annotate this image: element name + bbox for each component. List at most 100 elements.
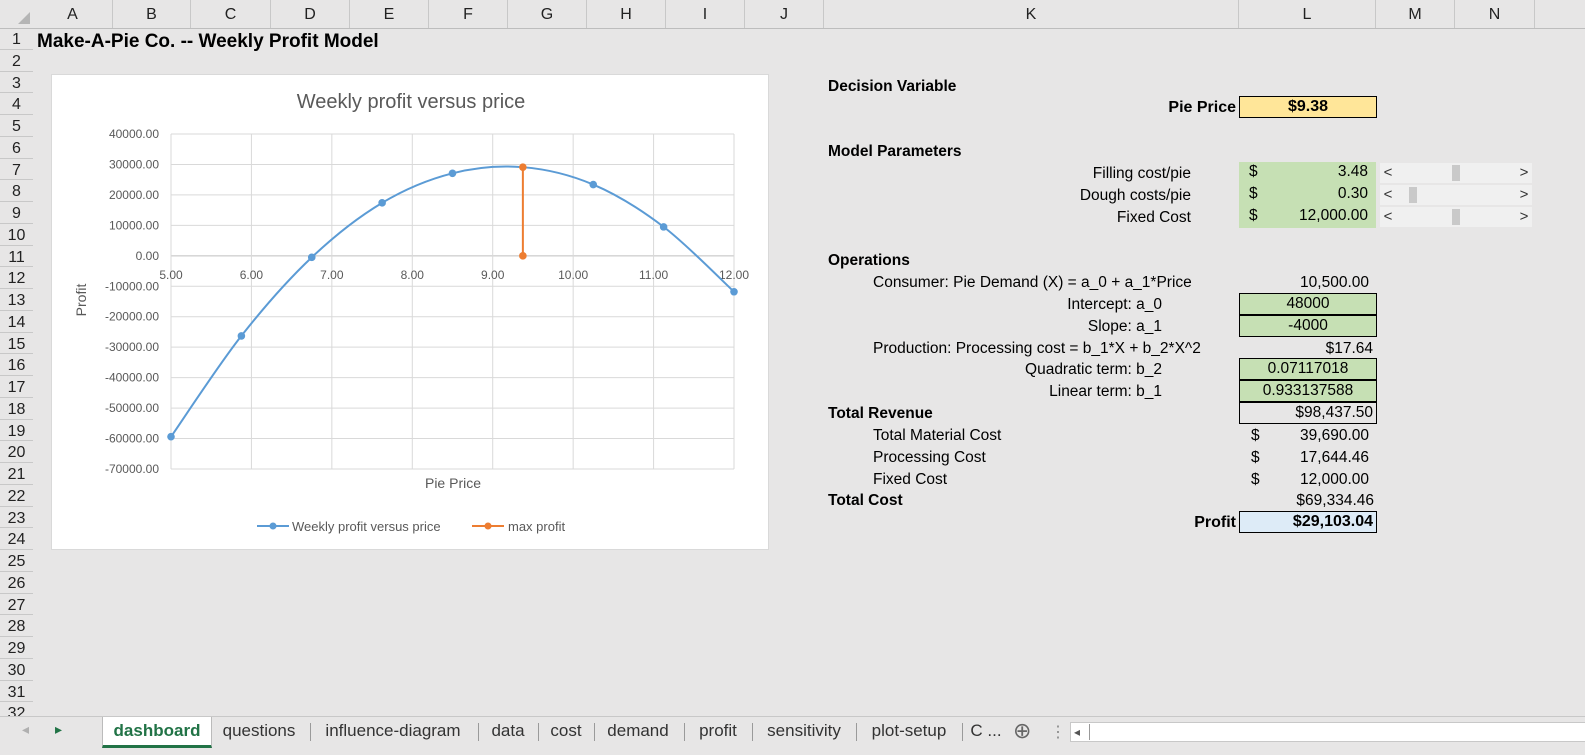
tab-influence-diagram[interactable]: influence-diagram (325, 721, 461, 740)
column-header-j[interactable]: J (745, 0, 824, 28)
sheet-title[interactable]: Make-A-Pie Co. -- Weekly Profit Model (37, 31, 379, 52)
profit-value[interactable]: $29,103.04 (1239, 511, 1377, 533)
pie-price-label[interactable]: Pie Price (1168, 99, 1236, 116)
total-revenue-value[interactable]: $98,437.50 (1239, 402, 1377, 424)
total-material-cost-label[interactable]: Total Material Cost (873, 427, 1002, 444)
row-header-23[interactable]: 23 (0, 507, 33, 529)
column-header-d[interactable]: D (271, 0, 350, 28)
column-header-h[interactable]: H (587, 0, 666, 28)
dough-cost-scrollbar[interactable]: < > (1380, 185, 1532, 205)
tab-more-sheets[interactable]: C ... (970, 721, 1002, 740)
tab-data[interactable]: data (491, 721, 525, 740)
scrollbar-thumb[interactable] (1409, 187, 1418, 203)
scroll-left-icon[interactable]: < (1383, 186, 1393, 203)
more-options-icon[interactable]: ⋮ (1050, 724, 1066, 741)
total-cost-value[interactable]: $69,334.46 (1296, 492, 1374, 509)
row-header-24[interactable]: 24 (0, 528, 33, 550)
row-header-29[interactable]: 29 (0, 637, 33, 659)
fixed-cost-param-label[interactable]: Fixed Cost (1116, 209, 1191, 226)
scroll-left-icon[interactable]: ◂ (1074, 725, 1081, 739)
row-header-1[interactable]: 1 (0, 28, 33, 50)
row-header-5[interactable]: 5 (0, 115, 33, 137)
scrollbar-thumb[interactable] (1452, 209, 1460, 225)
row-header-22[interactable]: 22 (0, 485, 33, 507)
row-header-14[interactable]: 14 (0, 311, 33, 333)
linear-term-input[interactable]: 0.933137588 (1239, 380, 1377, 402)
select-all-corner[interactable] (18, 12, 30, 24)
column-header-c[interactable]: C (191, 0, 271, 28)
row-header-7[interactable]: 7 (0, 159, 33, 181)
scroll-left-icon[interactable]: < (1383, 164, 1393, 181)
row-header-3[interactable]: 3 (0, 72, 33, 94)
total-revenue-label[interactable]: Total Revenue (828, 405, 933, 422)
quadratic-term-label[interactable]: Quadratic term: b_2 (1025, 361, 1162, 378)
tab-plot-setup[interactable]: plot-setup (871, 721, 947, 740)
row-header-30[interactable]: 30 (0, 659, 33, 681)
row-header-28[interactable]: 28 (0, 615, 33, 637)
column-header-f[interactable]: F (429, 0, 508, 28)
row-header-27[interactable]: 27 (0, 594, 33, 616)
scrollbar-thumb[interactable] (1452, 165, 1460, 181)
dough-cost-label[interactable]: Dough costs/pie (1079, 187, 1191, 204)
row-header-21[interactable]: 21 (0, 463, 33, 485)
processing-cost-label[interactable]: Processing Cost (873, 449, 986, 466)
row-header-19[interactable]: 19 (0, 420, 33, 442)
scroll-right-icon[interactable]: > (1519, 164, 1529, 181)
column-header-b[interactable]: B (113, 0, 191, 28)
row-header-13[interactable]: 13 (0, 289, 33, 311)
column-header-i[interactable]: I (666, 0, 745, 28)
row-header-25[interactable]: 25 (0, 550, 33, 572)
scroll-left-icon[interactable]: < (1383, 208, 1393, 225)
column-header-m[interactable]: M (1376, 0, 1455, 28)
prev-sheet-icon[interactable]: ◂ (22, 721, 30, 737)
processing-cost-value[interactable]: 17,644.46 (1300, 449, 1369, 466)
row-header-31[interactable]: 31 (0, 681, 33, 703)
column-header-n[interactable]: N (1455, 0, 1535, 28)
row-header-8[interactable]: 8 (0, 180, 33, 202)
row-header-2[interactable]: 2 (0, 50, 33, 72)
tab-profit[interactable]: profit (699, 721, 737, 740)
column-header-e[interactable]: E (350, 0, 429, 28)
slope-label[interactable]: Slope: a_1 (1087, 318, 1162, 335)
filling-cost-scrollbar[interactable]: < > (1380, 163, 1532, 183)
tab-dashboard[interactable]: dashboard (102, 717, 212, 748)
filling-cost-label[interactable]: Filling cost/pie (1092, 165, 1191, 182)
tab-questions[interactable]: questions (222, 721, 296, 740)
next-sheet-icon[interactable]: ▸ (55, 721, 63, 737)
total-cost-label[interactable]: Total Cost (828, 492, 903, 509)
tab-sensitivity[interactable]: sensitivity (767, 721, 841, 740)
consumer-demand-label[interactable]: Consumer: Pie Demand (X) = a_0 + a_1*Pri… (873, 274, 1192, 291)
quadratic-term-input[interactable]: 0.07117018 (1239, 358, 1377, 380)
row-header-6[interactable]: 6 (0, 137, 33, 159)
production-cost-label[interactable]: Production: Processing cost = b_1*X + b_… (873, 340, 1201, 357)
column-header-l[interactable]: L (1239, 0, 1376, 28)
legend[interactable]: Weekly profit versus price max profit (257, 519, 565, 534)
tab-cost[interactable]: cost (550, 721, 582, 740)
fixed-cost-scrollbar[interactable]: < > (1380, 207, 1532, 227)
model-parameters-header[interactable]: Model Parameters (828, 143, 962, 160)
row-header-12[interactable]: 12 (0, 267, 33, 289)
production-cost-value[interactable]: $17.64 (1325, 340, 1373, 357)
intercept-label[interactable]: Intercept: a_0 (1067, 296, 1162, 313)
row-header-26[interactable]: 26 (0, 572, 33, 594)
filling-cost-input[interactable]: $ 3.48 (1239, 162, 1376, 184)
intercept-input[interactable]: 48000 (1239, 293, 1377, 315)
fixed-cost-value[interactable]: 12,000.00 (1300, 471, 1369, 488)
total-material-cost-value[interactable]: 39,690.00 (1300, 427, 1369, 444)
operations-header[interactable]: Operations (828, 252, 910, 269)
column-header-g[interactable]: G (508, 0, 587, 28)
column-header-k[interactable]: K (824, 0, 1239, 28)
profit-label[interactable]: Profit (1194, 514, 1236, 531)
row-header-17[interactable]: 17 (0, 376, 33, 398)
consumer-demand-value[interactable]: 10,500.00 (1300, 274, 1369, 291)
row-header-11[interactable]: 11 (0, 246, 33, 268)
tab-demand[interactable]: demand (607, 721, 669, 740)
row-header-18[interactable]: 18 (0, 398, 33, 420)
linear-term-label[interactable]: Linear term: b_1 (1049, 383, 1162, 400)
column-header-a[interactable]: A (33, 0, 113, 28)
row-header-10[interactable]: 10 (0, 224, 33, 246)
row-header-9[interactable]: 9 (0, 202, 33, 224)
row-header-4[interactable]: 4 (0, 93, 33, 115)
dough-cost-input[interactable]: $ 0.30 (1239, 184, 1376, 206)
scroll-right-icon[interactable]: > (1519, 186, 1529, 203)
